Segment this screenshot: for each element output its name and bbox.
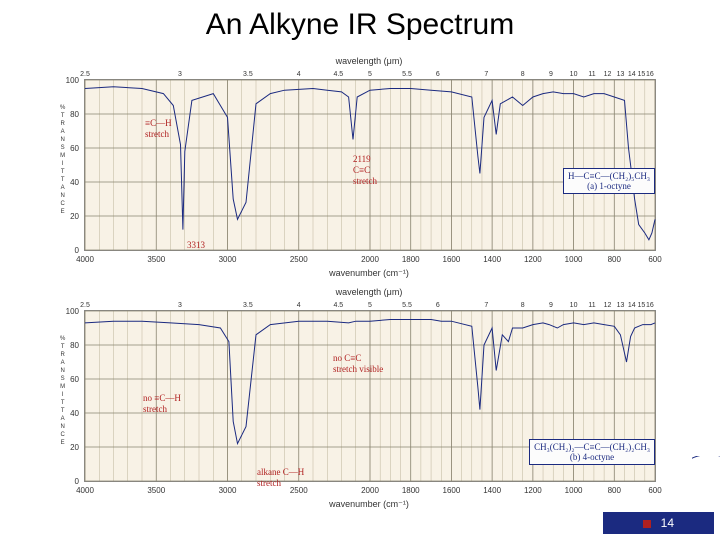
annotation-b2: no C≡Cstretch visible bbox=[333, 353, 383, 375]
svg-text:7: 7 bbox=[484, 302, 488, 309]
annotation-a3: 3313 bbox=[187, 240, 205, 251]
svg-text:3000: 3000 bbox=[219, 255, 237, 264]
svg-text:80: 80 bbox=[70, 110, 79, 119]
svg-text:4000: 4000 bbox=[76, 486, 94, 495]
svg-text:2000: 2000 bbox=[361, 486, 379, 495]
page-number-badge: 14 bbox=[603, 512, 714, 534]
svg-text:6: 6 bbox=[436, 302, 440, 309]
svg-text:1600: 1600 bbox=[443, 255, 461, 264]
svg-text:2.5: 2.5 bbox=[80, 71, 90, 78]
annotation-b3: alkane C—Hstretch bbox=[257, 467, 304, 489]
svg-text:14: 14 bbox=[628, 71, 636, 78]
svg-text:100: 100 bbox=[66, 307, 80, 316]
svg-text:2500: 2500 bbox=[290, 255, 308, 264]
svg-text:2000: 2000 bbox=[361, 255, 379, 264]
svg-text:3000: 3000 bbox=[219, 486, 237, 495]
page-title: An Alkyne IR Spectrum bbox=[0, 0, 720, 46]
compound-label: H—C≡C—(CH₂)₅CH₃(a) 1-octyne bbox=[563, 168, 655, 194]
corner-decoration bbox=[692, 456, 720, 506]
panel-b: wavelength (μm)%TRANSMITTANCE40003500300… bbox=[34, 285, 684, 510]
svg-text:600: 600 bbox=[648, 255, 662, 264]
svg-text:4000: 4000 bbox=[76, 255, 94, 264]
svg-text:3500: 3500 bbox=[147, 486, 165, 495]
annotation-b1: no ≡C—Hstretch bbox=[143, 393, 181, 415]
svg-text:3: 3 bbox=[178, 71, 182, 78]
svg-text:1000: 1000 bbox=[565, 255, 583, 264]
svg-text:9: 9 bbox=[549, 302, 553, 309]
svg-text:60: 60 bbox=[70, 375, 79, 384]
svg-text:1000: 1000 bbox=[565, 486, 583, 495]
axis-label-top: wavelength (μm) bbox=[84, 287, 654, 297]
svg-text:1400: 1400 bbox=[483, 255, 501, 264]
spectra-container: wavelength (μm)%TRANSMITTANCE40003500300… bbox=[34, 54, 684, 514]
svg-text:7: 7 bbox=[484, 71, 488, 78]
svg-text:11: 11 bbox=[588, 71, 595, 78]
y-axis-label: %TRANSMITTANCE bbox=[60, 104, 65, 216]
axis-label-bottom: wavenumber (cm⁻¹) bbox=[84, 499, 654, 510]
panel-a: wavelength (μm)%TRANSMITTANCE40003500300… bbox=[34, 54, 684, 279]
svg-text:20: 20 bbox=[70, 443, 79, 452]
svg-text:5.5: 5.5 bbox=[402, 71, 412, 78]
svg-text:80: 80 bbox=[70, 341, 79, 350]
svg-text:5.5: 5.5 bbox=[402, 302, 412, 309]
svg-text:5: 5 bbox=[368, 71, 372, 78]
annotation-a1: ≡C—Hstretch bbox=[145, 118, 172, 140]
svg-text:8: 8 bbox=[521, 302, 525, 309]
axis-label-bottom: wavenumber (cm⁻¹) bbox=[84, 268, 654, 279]
svg-text:100: 100 bbox=[66, 76, 80, 85]
svg-text:13: 13 bbox=[617, 71, 625, 78]
svg-text:60: 60 bbox=[70, 144, 79, 153]
svg-text:9: 9 bbox=[549, 71, 553, 78]
bullet-icon bbox=[643, 520, 651, 528]
svg-text:0: 0 bbox=[75, 477, 80, 486]
svg-text:8: 8 bbox=[521, 71, 525, 78]
y-axis-label: %TRANSMITTANCE bbox=[60, 335, 65, 447]
svg-text:13: 13 bbox=[617, 302, 625, 309]
svg-text:3: 3 bbox=[178, 302, 182, 309]
plot-area: 4000350030002500200018001600140012001000… bbox=[84, 310, 656, 482]
svg-text:16: 16 bbox=[646, 302, 654, 309]
compound-label: CH₃(CH₂)₂—C≡C—(CH₂)₂CH₃(b) 4-octyne bbox=[529, 439, 655, 465]
svg-text:20: 20 bbox=[70, 212, 79, 221]
svg-text:3.5: 3.5 bbox=[243, 302, 253, 309]
svg-text:1200: 1200 bbox=[524, 255, 542, 264]
page-number: 14 bbox=[661, 516, 674, 530]
svg-text:11: 11 bbox=[588, 302, 595, 309]
svg-text:6: 6 bbox=[436, 71, 440, 78]
svg-text:4: 4 bbox=[297, 71, 301, 78]
svg-text:2.5: 2.5 bbox=[80, 302, 90, 309]
axis-label-top: wavelength (μm) bbox=[84, 56, 654, 66]
svg-text:3.5: 3.5 bbox=[243, 71, 253, 78]
svg-text:15: 15 bbox=[638, 302, 646, 309]
svg-text:0: 0 bbox=[75, 246, 80, 255]
svg-text:40: 40 bbox=[70, 178, 79, 187]
svg-text:40: 40 bbox=[70, 409, 79, 418]
svg-text:5: 5 bbox=[368, 302, 372, 309]
svg-text:1400: 1400 bbox=[483, 486, 501, 495]
svg-text:1600: 1600 bbox=[443, 486, 461, 495]
svg-text:10: 10 bbox=[570, 71, 578, 78]
svg-text:600: 600 bbox=[648, 486, 662, 495]
svg-text:14: 14 bbox=[628, 302, 636, 309]
svg-text:16: 16 bbox=[646, 71, 654, 78]
svg-text:1200: 1200 bbox=[524, 486, 542, 495]
svg-text:4.5: 4.5 bbox=[333, 302, 343, 309]
svg-text:1800: 1800 bbox=[402, 486, 420, 495]
svg-text:12: 12 bbox=[604, 71, 612, 78]
annotation-a2: 2119C≡Cstretch bbox=[353, 154, 377, 187]
svg-text:800: 800 bbox=[608, 255, 622, 264]
svg-text:10: 10 bbox=[570, 302, 578, 309]
svg-text:3500: 3500 bbox=[147, 255, 165, 264]
svg-text:15: 15 bbox=[638, 71, 646, 78]
plot-area: 4000350030002500200018001600140012001000… bbox=[84, 79, 656, 251]
svg-text:4.5: 4.5 bbox=[333, 71, 343, 78]
svg-text:1800: 1800 bbox=[402, 255, 420, 264]
svg-text:4: 4 bbox=[297, 302, 301, 309]
svg-text:800: 800 bbox=[608, 486, 622, 495]
svg-text:12: 12 bbox=[604, 302, 612, 309]
